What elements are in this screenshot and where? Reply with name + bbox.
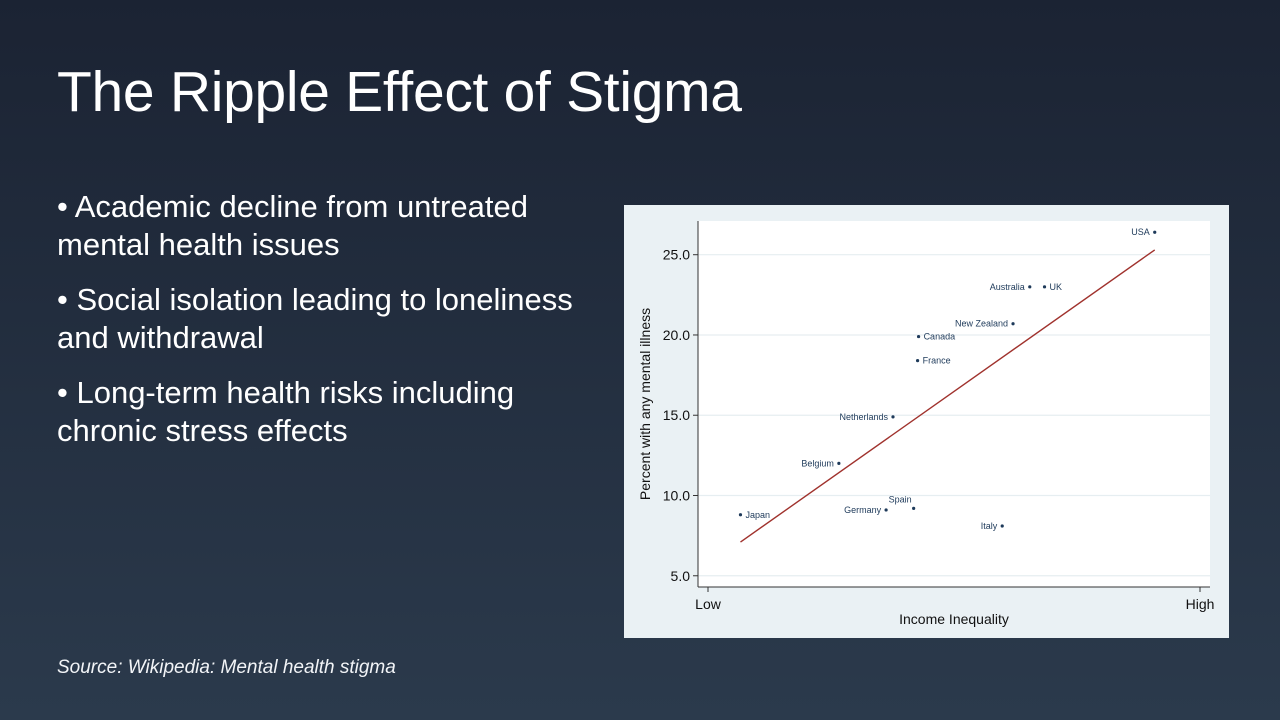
data-point [884,508,888,512]
data-point [912,506,916,510]
x-tick-label: Low [695,596,722,612]
data-point [1042,285,1047,289]
data-point [915,359,920,363]
chart-svg: 5.0 10.0 15.0 20.0 25.0 Low High Japan Belgium G… [637,221,1215,627]
data-point-label: Belgium [801,458,834,468]
data-point [1000,524,1004,528]
data-point [916,334,921,339]
x-axis-title: Income Inequality [899,611,1009,627]
point-layer: Japan Belgium Germany Spain Netherlands Franc… [738,227,1157,531]
data-point [738,513,743,517]
data-point-label: USA [1131,227,1150,237]
data-point-label: France [923,356,951,366]
plot-area [698,221,1210,587]
fit-layer [740,249,1156,543]
data-point-label: Netherlands [839,412,888,422]
y-tick-label: 5.0 [671,568,691,584]
y-tick-label: 10.0 [663,488,690,504]
data-point-label: New Zealand [955,319,1008,329]
data-point-label: Germany [844,505,882,515]
source-citation: Source: Wikipedia: Mental health stigma [57,657,396,678]
data-point-label: Canada [924,332,956,342]
data-point-label: Italy [981,521,998,531]
y-tick-label: 15.0 [663,407,690,423]
fit-line [740,249,1156,543]
scatter-chart: 5.0 10.0 15.0 20.0 25.0 Low High Japan Belgium G… [624,205,1229,638]
data-point [1011,322,1015,326]
y-tick-label: 25.0 [663,247,690,263]
bullet-item: • Academic decline from untreated mental… [57,189,528,262]
data-point [837,461,841,465]
data-point-label: UK [1050,282,1063,292]
data-point [891,415,895,419]
grid-layer [698,254,1210,577]
bullet-item: • Social isolation leading to loneliness… [57,282,573,355]
y-axis-title: Percent with any mental illness [637,308,653,500]
data-point-label: Australia [990,282,1025,292]
x-tick-label: High [1186,596,1215,612]
bullet-item: • Long-term health risks including chron… [57,375,515,448]
slide-title: The Ripple Effect of Stigma [57,60,742,124]
data-point [1028,285,1032,289]
data-point-label: Japan [745,510,770,520]
y-tick-label: 20.0 [663,327,690,343]
data-point-label: Spain [889,494,912,504]
axis-layer: 5.0 10.0 15.0 20.0 25.0 Low High [663,221,1215,612]
bullet-list: • Academic decline from untreated mental… [57,188,617,467]
data-point [1153,230,1157,234]
